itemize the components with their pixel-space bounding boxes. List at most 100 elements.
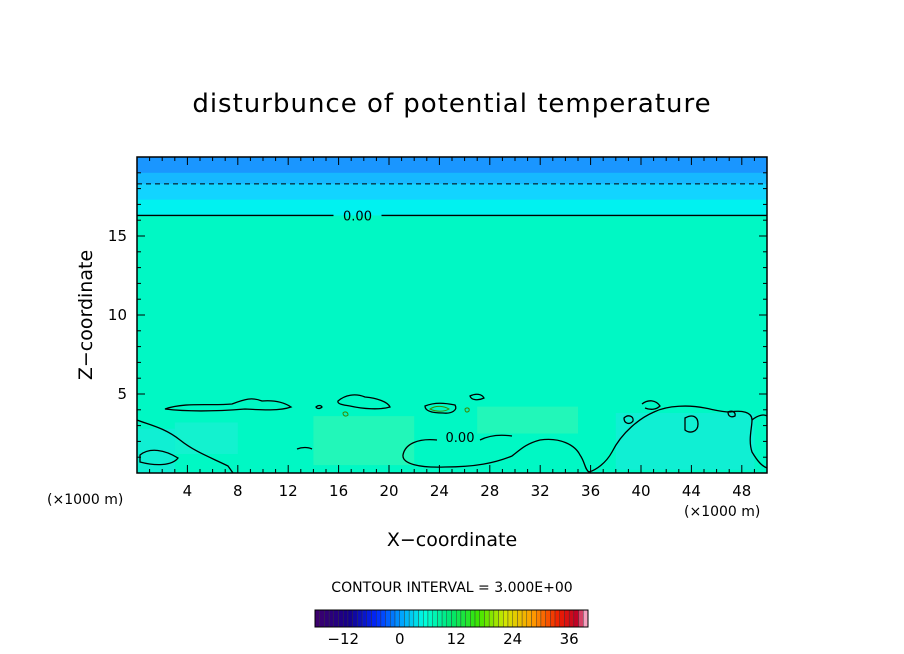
x-tick-label: 44 <box>682 482 701 500</box>
colorbar-cell <box>399 609 405 628</box>
y-axis-label: Z−coordinate <box>75 250 97 380</box>
contour-line-lower <box>296 446 313 450</box>
colorbar-cell <box>338 609 344 628</box>
x-tick-label: 28 <box>480 482 499 500</box>
colorbar-cell <box>404 609 410 628</box>
y-tick-label: 5 <box>117 385 127 403</box>
contour-label: 0.00 <box>343 209 372 224</box>
x-tick-label: 36 <box>581 482 600 500</box>
contour-line-lower <box>337 394 391 410</box>
colorbar-cell <box>328 609 335 628</box>
x-axis-label: X−coordinate <box>387 529 517 551</box>
colorbar-cell <box>488 609 495 628</box>
chart-title: disturbunce of potential temperature <box>192 89 711 119</box>
colorbar-cell <box>583 609 589 628</box>
colorbar-cell <box>531 609 537 628</box>
colorbar-cell <box>470 609 476 628</box>
contour-line-lower <box>137 419 234 473</box>
contour-interval-text: CONTOUR INTERVAL = 3.000E+00 <box>331 580 572 596</box>
colorbar-tick-label: −12 <box>327 630 359 648</box>
colorbar-cell <box>460 609 466 628</box>
contour-line-lower <box>623 415 634 425</box>
colorbar-cell <box>526 609 532 628</box>
colorbar-cell <box>375 609 382 628</box>
colorbar-cell <box>352 609 358 628</box>
contour-line-lower <box>424 402 457 414</box>
contour-line-lower <box>139 449 179 466</box>
colorbar-cell <box>517 609 523 628</box>
y-tick-label: 10 <box>108 306 127 324</box>
contour-line-zero-lower <box>402 405 767 473</box>
colorbar-cell <box>559 609 565 628</box>
x-tick-label: 12 <box>279 482 298 500</box>
contour-line-positive <box>429 405 450 412</box>
colorbar-cell <box>536 609 542 628</box>
colorbar-cell <box>568 609 575 628</box>
contour-lines <box>137 183 767 217</box>
colorbar-cell <box>503 609 509 628</box>
colorbar-cell <box>390 609 396 628</box>
x-tick-label: 32 <box>531 482 550 500</box>
colorbar-cell <box>343 609 349 628</box>
colorbar-cell <box>540 609 546 628</box>
colorbar-cell <box>512 609 518 628</box>
x-axis-unit-right: (×1000 m) <box>684 504 760 520</box>
contour-line-lower <box>641 400 661 410</box>
contour-line-lower <box>727 410 736 418</box>
colorbar-cell <box>484 609 490 628</box>
colorbar <box>314 609 589 628</box>
colorbar-tick-label: 12 <box>447 630 466 648</box>
y-tick-label: 15 <box>108 227 127 245</box>
x-tick-label: 24 <box>430 482 449 500</box>
colorbar-cell <box>465 609 471 628</box>
contour-line-positive <box>464 407 470 413</box>
field-patch <box>313 416 415 466</box>
x-axis-ticks: 4 8 12 16 20 24 28 32 36 40 44 48 <box>149 157 755 500</box>
field-band <box>137 199 767 217</box>
colorbar-cell <box>408 609 415 628</box>
colorbar-cell <box>371 609 377 628</box>
field-band <box>137 183 767 201</box>
colorbar-cell <box>361 609 367 628</box>
colorbar-cell <box>573 609 579 628</box>
colorbar-cell <box>521 609 528 628</box>
colorbar-cell <box>550 609 556 628</box>
contour-line-lower <box>684 415 699 433</box>
x-tick-label: 40 <box>631 482 650 500</box>
field-band <box>137 172 767 185</box>
field-patch <box>174 422 238 455</box>
colorbar-cell <box>578 609 584 628</box>
colorbar-cell <box>385 609 391 628</box>
contour-line-lower <box>164 398 293 412</box>
x-tick-label: 48 <box>732 482 751 500</box>
colorbar-cell <box>366 609 372 628</box>
colorbar-cell <box>324 609 330 628</box>
colorbar-cell <box>441 609 447 628</box>
colorbar-tick-label: 0 <box>395 630 405 648</box>
colorbar-cell <box>479 609 485 628</box>
field-band <box>137 157 767 174</box>
field-shading <box>137 157 767 473</box>
colorbar-cell <box>507 609 513 628</box>
colorbar-cell <box>474 609 480 628</box>
colorbar-cell <box>413 609 419 628</box>
colorbar-tick-label: 24 <box>503 630 522 648</box>
colorbar-cell <box>319 609 325 628</box>
colorbar-cell <box>432 609 438 628</box>
contour-line-lower <box>751 414 767 421</box>
colorbar-cell <box>564 609 570 628</box>
colorbar-cell <box>493 609 499 628</box>
colorbar-cell <box>347 609 353 628</box>
colorbar-cell <box>423 609 429 628</box>
contour-line-zero-lower <box>479 434 513 441</box>
contour-line-positive <box>342 411 349 417</box>
x-tick-label: 8 <box>233 482 243 500</box>
contour-label: 0.00 <box>446 431 475 446</box>
contour-line-lower <box>469 393 485 401</box>
colorbar-cell <box>451 609 457 628</box>
colorbar-cell <box>446 609 452 628</box>
colorbar-tick-label: 36 <box>560 630 579 648</box>
colorbar-cell <box>545 609 551 628</box>
colorbar-cell <box>554 609 560 628</box>
